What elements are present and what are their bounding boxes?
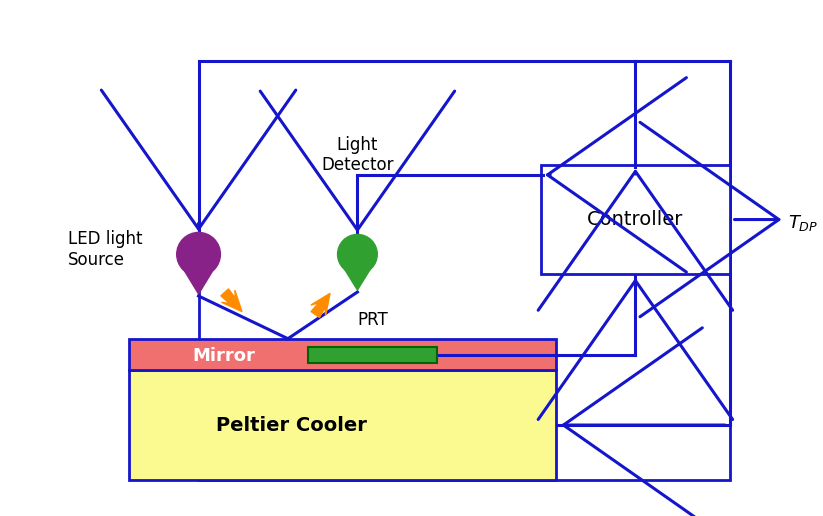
Bar	[308, 347, 437, 363]
Text: Mirror: Mirror	[192, 347, 255, 365]
Text: PRT: PRT	[357, 311, 388, 329]
Bar	[541, 165, 730, 274]
Polygon shape	[345, 269, 370, 290]
Text: $T_{DP}$: $T_{DP}$	[788, 213, 819, 233]
Circle shape	[177, 232, 221, 276]
Bar	[198, 61, 730, 480]
Text: Light
Detector: Light Detector	[321, 136, 393, 174]
Polygon shape	[221, 289, 242, 312]
Text: LED light
Source: LED light Source	[67, 230, 142, 269]
Bar	[129, 370, 556, 480]
Bar	[129, 338, 556, 370]
Polygon shape	[311, 294, 330, 317]
Text: Controller: Controller	[588, 210, 684, 229]
Circle shape	[337, 234, 377, 274]
Polygon shape	[184, 271, 212, 294]
Text: Peltier Cooler: Peltier Cooler	[216, 415, 367, 434]
